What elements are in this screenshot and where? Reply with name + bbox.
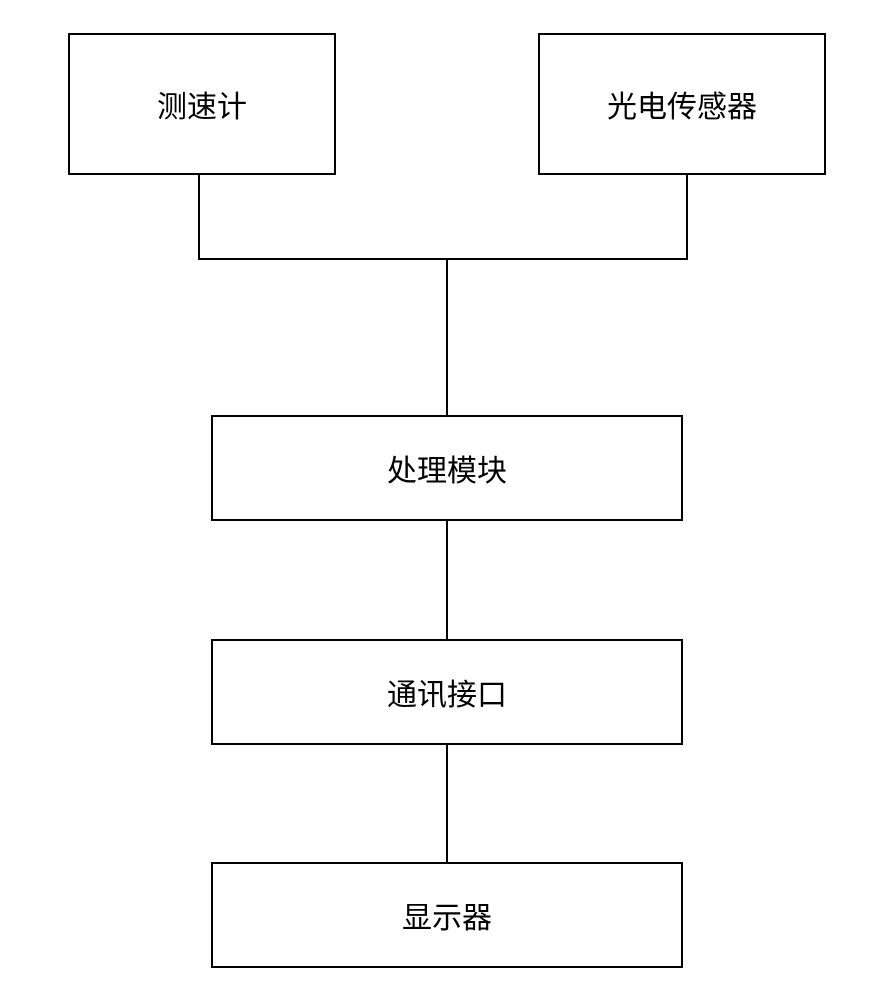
node-comm-label: 通讯接口 <box>387 670 507 714</box>
node-photosensor: 光电传感器 <box>538 33 826 175</box>
connector-processor-to-comm <box>446 521 448 639</box>
node-processor-label: 处理模块 <box>387 446 507 490</box>
node-display: 显示器 <box>211 862 683 968</box>
connector-tachometer-down <box>198 175 200 260</box>
connector-comm-to-display <box>446 745 448 862</box>
node-display-label: 显示器 <box>402 893 492 937</box>
node-tachometer-label: 测速计 <box>157 82 247 126</box>
connector-join-to-processor <box>446 258 448 415</box>
node-photosensor-label: 光电传感器 <box>607 82 757 126</box>
connector-photosensor-down <box>686 175 688 260</box>
connector-horizontal-join <box>198 258 688 260</box>
node-tachometer: 测速计 <box>68 33 336 175</box>
node-processor: 处理模块 <box>211 415 683 521</box>
node-comm: 通讯接口 <box>211 639 683 745</box>
